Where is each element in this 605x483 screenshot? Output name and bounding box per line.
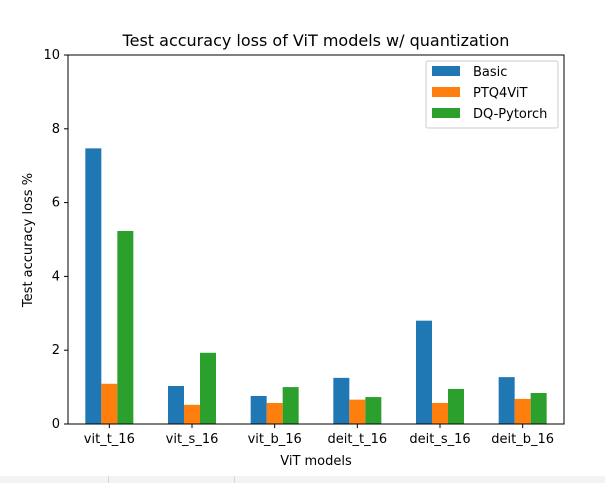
bar-ptq4vit-deit_b_16 [514,398,531,424]
legend-swatch-ptq4vit [432,87,460,97]
y-tick-label: 10 [43,48,60,63]
bar-dq-pytorch-deit_b_16 [530,393,547,424]
bar-basic-deit_t_16 [333,377,350,424]
x-tick-label: deit_t_16 [328,432,388,447]
x-tick-label: vit_t_16 [84,432,135,447]
y-tick-label: 4 [52,269,60,284]
legend: Basic PTQ4ViT DQ-Pytorch [425,60,559,129]
bar-basic-vit_t_16 [85,148,102,424]
x-tick-label: deit_s_16 [409,432,470,447]
y-tick-label: 2 [52,343,60,358]
x-axis: vit_t_16 vit_s_16 vit_b_16 deit_t_16 deit_s_… [84,424,554,447]
bar-ptq4vit-vit_b_16 [266,402,283,424]
strip-divider [108,476,109,483]
bar-ptq4vit-vit_t_16 [101,383,118,424]
strip-divider [234,476,235,483]
y-tick-label: 8 [52,122,60,137]
legend-swatch-basic [432,66,460,76]
chart-title: Test accuracy loss of ViT models w/ quan… [122,31,510,50]
bar-basic-vit_b_16 [250,395,267,424]
bottom-toolbar-strip [0,476,605,483]
bar-dq-pytorch-vit_s_16 [200,352,216,424]
legend-label: DQ-Pytorch [473,107,547,122]
bar-ptq4vit-vit_s_16 [184,404,200,424]
bar-dq-pytorch-vit_b_16 [282,387,299,424]
bar-dq-pytorch-deit_t_16 [365,397,382,424]
bar-basic-deit_s_16 [416,320,432,424]
bars-group [85,148,547,424]
x-tick-label: vit_s_16 [166,432,219,447]
legend-label: PTQ4ViT [473,86,528,101]
bar-basic-vit_s_16 [168,385,184,424]
bar-ptq4vit-deit_s_16 [432,402,448,424]
y-axis: 0 2 4 6 8 10 [43,48,68,432]
x-tick-label: deit_b_16 [491,432,554,447]
y-tick-label: 0 [52,417,60,432]
x-tick-label: vit_b_16 [248,432,302,447]
y-tick-label: 6 [52,196,60,211]
bar-dq-pytorch-vit_t_16 [117,231,134,424]
bar-ptq4vit-deit_t_16 [349,399,366,424]
bar-basic-deit_b_16 [498,377,515,424]
bar-dq-pytorch-deit_s_16 [448,388,464,424]
y-axis-label: Test accuracy loss % [21,173,36,308]
plot-frame [67,54,565,425]
x-axis-label: ViT models [280,454,352,469]
legend-label: Basic [473,65,507,80]
legend-swatch-dq-pytorch [432,108,460,118]
